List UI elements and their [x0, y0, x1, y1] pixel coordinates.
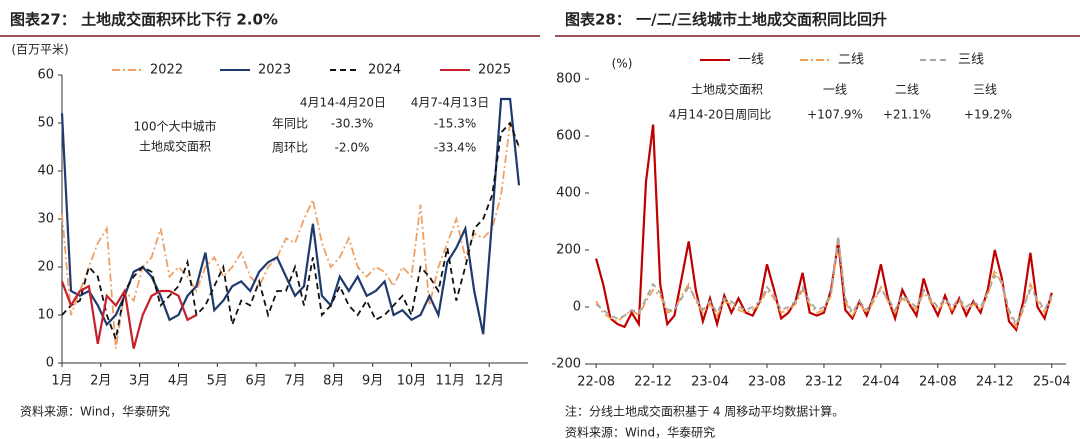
x-tick-label: 11月 — [436, 374, 466, 389]
x-tick-label: 22-12 — [634, 375, 672, 390]
y-tick-label: 0 — [46, 356, 54, 371]
x-tick-label: 25-04 — [1033, 375, 1071, 390]
annotation: 4月7-4月13日 — [411, 96, 490, 110]
chart-title: 图表27： 土地成交面积环比下行 2.0% — [10, 11, 278, 29]
x-tick-label: 5月 — [207, 374, 228, 389]
annotation: -30.3% — [331, 117, 373, 131]
y-tick-label: 50 — [37, 116, 54, 131]
x-tick-label: 7月 — [284, 374, 305, 389]
note: 注：分线土地成交面积基于 4 周移动平均数据计算。 — [565, 404, 844, 419]
x-tick-label: 3月 — [129, 374, 150, 389]
x-tick-label: 10月 — [397, 374, 427, 389]
x-tick-label: 23-12 — [805, 375, 843, 390]
x-tick-label: 8月 — [323, 374, 344, 389]
legend-label: 三线 — [958, 53, 984, 68]
legend-label: 2023 — [258, 63, 291, 78]
legend-label: 2024 — [368, 63, 401, 78]
annotation: 周环比 — [272, 141, 308, 155]
annotation: -33.4% — [434, 141, 476, 155]
x-tick-label: 23-08 — [748, 375, 786, 390]
legend-label: 二线 — [838, 53, 864, 68]
y-tick-label: 200 — [556, 243, 581, 258]
y-tick-label: 600 — [556, 129, 581, 144]
x-tick-label: 24-08 — [919, 375, 957, 390]
annotation: +19.2% — [964, 108, 1012, 122]
annotation: 土地成交面积 — [139, 139, 211, 154]
legend-label: 一线 — [738, 53, 764, 68]
annotation: +107.9% — [807, 108, 863, 122]
series-line — [60, 281, 197, 349]
x-tick-label: 23-04 — [691, 375, 729, 390]
annotation: +21.1% — [883, 108, 931, 122]
x-tick-label: 2月 — [90, 374, 111, 389]
annotation: 一线 — [823, 83, 847, 97]
annotation: 土地成交面积 — [691, 82, 763, 97]
series-line — [595, 235, 1053, 327]
y-tick-label: 800 — [556, 72, 581, 87]
y-tick-label: 400 — [556, 186, 581, 201]
annotation: 二线 — [895, 83, 919, 97]
y-tick-label: 60 — [37, 68, 54, 83]
y-tick-label: 0 — [573, 300, 581, 315]
legend-label: 2022 — [150, 63, 183, 78]
y-tick-label: 30 — [37, 212, 54, 227]
y-tick-label: 10 — [37, 308, 54, 323]
legend-label: 2025 — [478, 63, 511, 78]
annotation: 年同比 — [272, 117, 308, 131]
x-tick-label: 9月 — [362, 374, 383, 389]
series-line — [61, 121, 520, 343]
y-axis-label: (%) — [612, 57, 633, 71]
annotation: 三线 — [973, 83, 997, 97]
annotation: -2.0% — [335, 141, 370, 155]
x-tick-label: 4月 — [168, 374, 189, 389]
y-tick-label: 40 — [37, 164, 54, 179]
series-line — [60, 97, 521, 335]
annotation: 4月14-4月20日 — [300, 96, 386, 110]
annotation: 4月14-20日周同比 — [669, 108, 772, 122]
series-line — [595, 124, 1053, 333]
y-tick-label: 20 — [37, 260, 54, 275]
annotation: -15.3% — [434, 117, 476, 131]
chart-title: 图表28： 一/二/三线城市土地成交面积同比回升 — [565, 11, 887, 29]
y-tick-label: -200 — [551, 357, 581, 372]
x-tick-label: 1月 — [51, 374, 72, 389]
annotation: 100个大中城市 — [134, 119, 217, 134]
series-line — [595, 238, 1053, 330]
x-tick-label: 24-04 — [862, 375, 900, 390]
x-tick-label: 6月 — [246, 374, 267, 389]
x-tick-label: 12月 — [474, 374, 504, 389]
x-tick-label: 22-08 — [577, 375, 615, 390]
y-axis-label: (百万平米) — [11, 43, 68, 57]
source: 资料来源：Wind，华泰研究 — [20, 404, 170, 419]
x-tick-label: 24-12 — [976, 375, 1014, 390]
series-line — [61, 122, 520, 349]
source: 资料来源：Wind，华泰研究 — [565, 425, 715, 439]
